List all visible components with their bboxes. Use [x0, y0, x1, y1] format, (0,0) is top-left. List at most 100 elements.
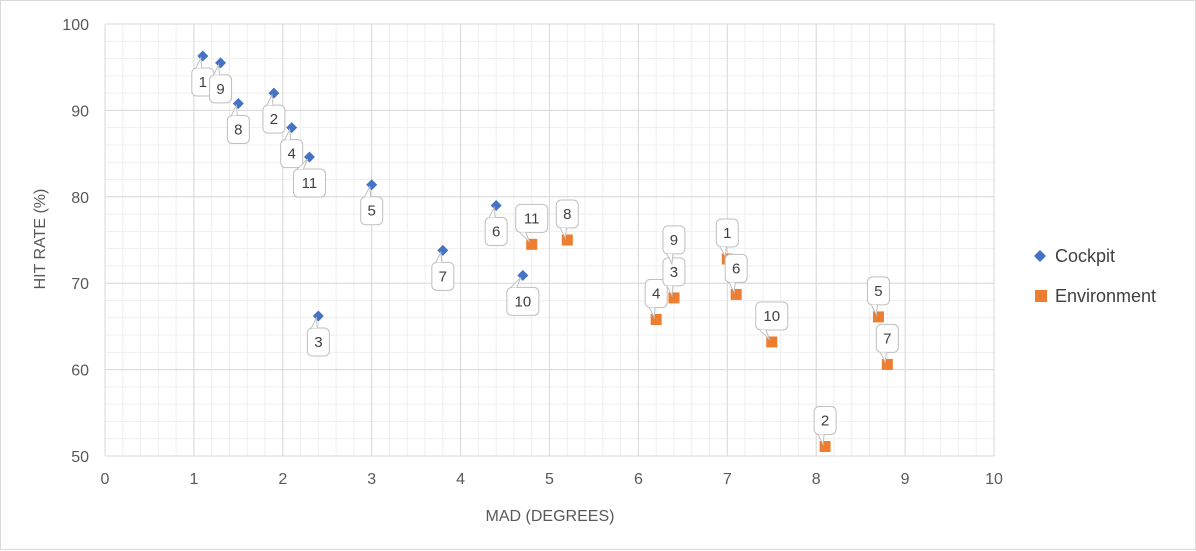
- environment-data-label: 4: [644, 278, 668, 320]
- environment-data-label: 2: [813, 405, 837, 447]
- callout-box: [209, 74, 233, 104]
- callout-label: 11: [524, 210, 540, 227]
- legend-marker-environment: [1035, 290, 1047, 302]
- callout-label: 2: [821, 412, 829, 429]
- cockpit-data-label: 6: [484, 205, 508, 246]
- x-tick-label: 1: [189, 471, 198, 488]
- environment-point: [668, 292, 680, 304]
- cockpit-point: [197, 50, 209, 62]
- x-tick-label: 2: [278, 471, 287, 488]
- callout-pointer: [230, 103, 238, 116]
- callout-pointer: [817, 434, 825, 447]
- x-tick-label: 7: [723, 471, 732, 488]
- environment-data-label: 7: [875, 323, 899, 365]
- cockpit-data-label: 7: [431, 250, 455, 291]
- environment-point: [881, 358, 893, 370]
- callout-label: 5: [874, 283, 882, 300]
- callout-label: 3: [670, 264, 678, 281]
- callout-label: 1: [199, 74, 207, 91]
- cockpit-point: [286, 122, 298, 134]
- x-tick-label: 9: [901, 471, 910, 488]
- environment-point: [650, 313, 662, 325]
- x-tick-label: 5: [545, 471, 554, 488]
- callout-box: [555, 199, 579, 229]
- callout-label: 7: [883, 330, 891, 347]
- callout-box: [662, 257, 686, 287]
- callout-box: [866, 276, 890, 306]
- callout-box: [813, 405, 837, 435]
- callout-pointer: [666, 285, 674, 298]
- callout-pointer: [559, 227, 567, 240]
- callout-pointer: [870, 304, 878, 317]
- callout-label: 6: [732, 260, 740, 277]
- callout-box: [306, 327, 330, 357]
- cockpit-data-label: 4: [280, 127, 304, 169]
- callout-pointer: [510, 277, 522, 288]
- environment-data-label: 5: [866, 276, 890, 317]
- cockpit-data-label: 8: [226, 103, 250, 144]
- callout-pointer: [666, 253, 674, 266]
- x-tick-label: 3: [367, 471, 376, 488]
- data-marks: [197, 50, 893, 452]
- y-tick-label: 50: [71, 449, 89, 466]
- y-tick-label: 90: [71, 103, 89, 120]
- callout-label: 2: [270, 111, 278, 128]
- x-axis-title: MAD (DEGREES): [486, 508, 615, 525]
- environment-data-label: 1: [715, 218, 739, 259]
- environment-point: [819, 440, 831, 452]
- environment-point: [526, 238, 538, 250]
- cockpit-data-label: 1: [191, 56, 215, 97]
- legend[interactable]: Cockpit Environment: [1034, 246, 1156, 306]
- callout-label: 3: [314, 334, 322, 351]
- callout-label: 1: [723, 225, 731, 242]
- cockpit-point: [232, 97, 244, 109]
- x-tick-label: 8: [812, 471, 821, 488]
- callout-label: 10: [514, 293, 531, 310]
- cockpit-point: [366, 179, 378, 191]
- environment-data-label: 9: [662, 225, 686, 266]
- environment-point: [872, 311, 884, 323]
- callout-box: [875, 323, 899, 353]
- cockpit-data-label: 10: [506, 277, 540, 316]
- callout-box: [292, 168, 326, 198]
- cockpit-data-label: 11: [292, 158, 326, 198]
- cockpit-data-label: 3: [306, 316, 330, 357]
- environment-data-label: 10: [755, 301, 789, 341]
- y-tick-label: 100: [62, 17, 89, 34]
- callout-box: [226, 114, 250, 144]
- callout-pointer: [879, 352, 887, 365]
- callout-pointer: [364, 184, 372, 197]
- callout-box: [360, 196, 384, 226]
- major-gridlines: [104, 23, 995, 457]
- legend-label[interactable]: Environment: [1055, 286, 1156, 306]
- callout-pointer: [488, 205, 496, 218]
- legend-marker-cockpit: [1034, 250, 1046, 262]
- callout-box: [715, 218, 739, 248]
- cockpit-data-label: 2: [262, 93, 286, 134]
- cockpit-data-label: 5: [360, 184, 384, 226]
- environment-data-label: 3: [662, 257, 686, 298]
- callout-pointer: [284, 127, 292, 140]
- environment-point: [561, 234, 573, 246]
- x-tick-label: 0: [101, 471, 110, 488]
- environment-point: [766, 336, 778, 348]
- cockpit-data-label: 9: [209, 63, 233, 104]
- callout-pointer: [519, 231, 531, 243]
- x-tick-label: 4: [456, 471, 465, 488]
- callout-pointer: [728, 282, 736, 295]
- x-tick-label: 6: [634, 471, 643, 488]
- callout-label: 7: [439, 268, 447, 285]
- cockpit-point: [490, 199, 502, 211]
- environment-point: [730, 288, 742, 300]
- callout-label: 11: [302, 175, 318, 192]
- callout-label: 4: [652, 285, 660, 302]
- environment-data-label: 11: [515, 203, 549, 243]
- y-tick-label: 80: [71, 190, 89, 207]
- callout-pointer: [297, 158, 308, 170]
- x-tick-label: 10: [985, 471, 1003, 488]
- legend-label[interactable]: Cockpit: [1055, 246, 1115, 266]
- callout-label: 8: [234, 121, 242, 138]
